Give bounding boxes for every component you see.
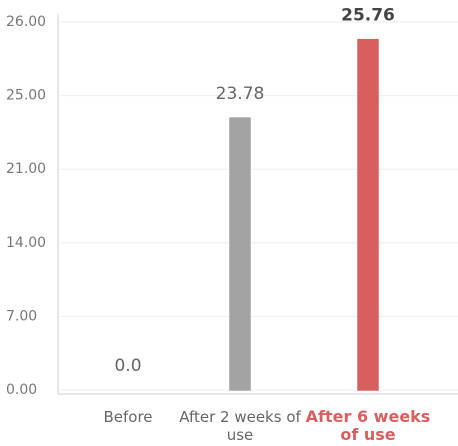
bar [357,38,379,391]
x-tick-label: After 6 weeks of use [305,407,431,444]
value-label: 25.76 [341,6,395,26]
y-tick-label: 21.00 [6,161,46,177]
y-tick-label: 25.00 [6,88,46,104]
value-label: 23.78 [216,84,265,104]
x-tick-label: Before [103,408,153,426]
y-tick-label: 26.00 [6,14,46,30]
value-label: 0.0 [114,356,141,376]
y-tick-label: 7.00 [6,308,37,324]
y-tick-label: 0.00 [6,382,37,398]
x-tick-label: After 2 weeks of use [179,408,301,444]
bar [229,117,251,391]
y-tick-label: 14.00 [6,235,46,251]
